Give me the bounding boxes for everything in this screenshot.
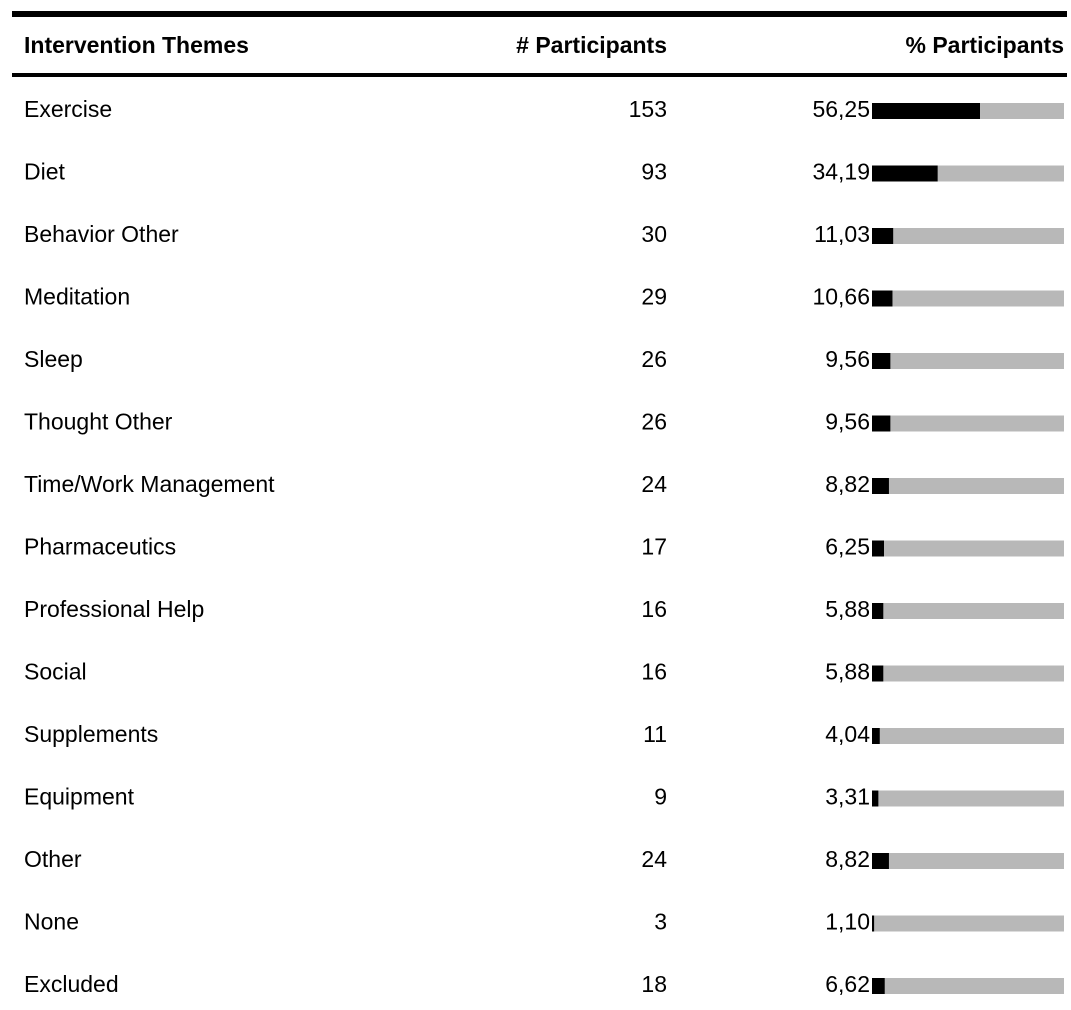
bar <box>872 540 884 557</box>
header-theme: Intervention Themes <box>24 32 249 58</box>
bar <box>872 415 891 432</box>
participants: 24 <box>641 471 667 497</box>
participants: 153 <box>629 96 667 122</box>
participants: 26 <box>641 409 667 435</box>
bar-track <box>872 228 1064 244</box>
bar-track <box>872 353 1064 369</box>
participants: 16 <box>641 659 667 685</box>
percent: 10,66 <box>812 284 870 310</box>
percent: 34,19 <box>812 159 870 185</box>
bar-track <box>872 415 1064 432</box>
bar-track <box>872 853 1064 869</box>
bar-track <box>872 603 1064 619</box>
percent: 9,56 <box>825 346 870 372</box>
participants: 16 <box>641 596 667 622</box>
header-count: # Participants <box>516 32 667 58</box>
participants: 29 <box>641 284 667 310</box>
bar-track <box>872 665 1064 682</box>
bar <box>872 603 884 619</box>
bar <box>872 103 980 119</box>
bar <box>872 165 938 182</box>
theme: Other <box>24 846 82 872</box>
bar <box>872 353 891 369</box>
bar <box>872 290 893 307</box>
theme: Thought Other <box>24 409 173 435</box>
percent: 3,31 <box>825 784 870 810</box>
participants: 93 <box>641 159 667 185</box>
participants: 17 <box>641 534 667 560</box>
bar-track <box>872 790 1064 807</box>
header-percent: % Participants <box>906 32 1065 58</box>
percent: 11,03 <box>814 221 870 247</box>
theme: Sleep <box>24 346 83 372</box>
header-rule <box>12 73 1067 77</box>
bar-track <box>872 728 1064 744</box>
theme: Meditation <box>24 284 130 310</box>
theme: Time/Work Management <box>24 471 275 497</box>
percent: 4,04 <box>825 721 870 747</box>
theme: Behavior Other <box>24 221 179 247</box>
percent: 9,56 <box>825 409 870 435</box>
theme: Excluded <box>24 971 119 997</box>
percent: 1,10 <box>825 909 870 935</box>
theme: None <box>24 909 79 935</box>
participants: 18 <box>641 971 667 997</box>
percent: 8,82 <box>825 471 870 497</box>
participants: 26 <box>641 346 667 372</box>
bar-track <box>872 540 1064 557</box>
bar-track <box>872 478 1064 494</box>
theme: Professional Help <box>24 596 204 622</box>
theme: Supplements <box>24 721 158 747</box>
theme: Social <box>24 659 87 685</box>
bar <box>872 228 894 244</box>
percent: 5,88 <box>825 659 870 685</box>
participants: 3 <box>654 909 667 935</box>
participants: 9 <box>654 784 667 810</box>
percent: 5,88 <box>825 596 870 622</box>
theme: Diet <box>24 159 66 185</box>
theme: Equipment <box>24 784 135 810</box>
percent: 6,25 <box>825 534 870 560</box>
participants: 30 <box>641 221 667 247</box>
bar-track <box>872 290 1064 307</box>
bar <box>872 665 884 682</box>
bar <box>872 728 880 744</box>
percent: 56,25 <box>812 96 870 122</box>
bar <box>872 978 885 994</box>
percent: 6,62 <box>825 971 870 997</box>
bar-track <box>872 978 1064 994</box>
theme: Pharmaceutics <box>24 534 176 560</box>
bar <box>872 915 875 932</box>
bar <box>872 478 889 494</box>
participants: 24 <box>641 846 667 872</box>
bar <box>872 790 879 807</box>
top-rule <box>12 11 1067 17</box>
participants: 11 <box>643 721 667 747</box>
percent: 8,82 <box>825 846 870 872</box>
bar <box>872 853 889 869</box>
bar-track <box>872 915 1064 932</box>
theme: Exercise <box>24 96 112 122</box>
